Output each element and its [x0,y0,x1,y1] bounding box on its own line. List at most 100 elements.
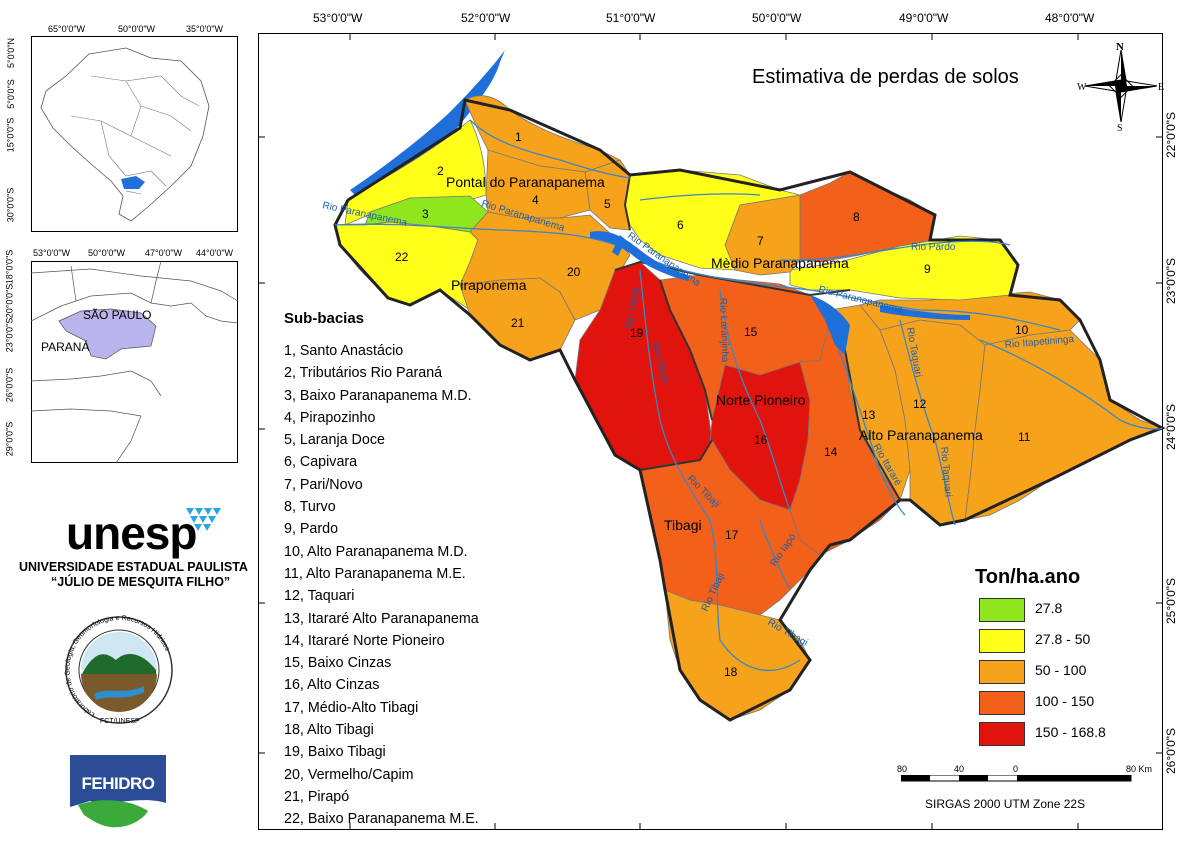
region-coord-44w: 44°0'0"W [196,248,234,258]
num-7: 7 [757,234,764,248]
legend-label: 150 - 168.8 [1035,724,1106,740]
num-17: 17 [725,528,739,542]
fehidro-mark [70,755,166,828]
subbacia-item: 7, Pari/Novo [284,476,363,493]
region-coord-18s: 18°0'0"S [4,249,15,285]
inset-region-frame [31,261,238,463]
num-1: 1 [515,130,522,144]
legend-label: 50 - 100 [1035,662,1087,678]
river-label-taquari-2: Rio Taquari [938,446,953,497]
compass-s: S [1117,123,1123,132]
legend-swatch [979,660,1025,684]
subbacia-item: 15, Baixo Cinzas [284,655,392,672]
legend-label: 27.8 - 50 [1035,631,1091,647]
scale-tick-0: 0 [1013,764,1019,774]
inset-brazil-frame [31,36,238,232]
num-10: 10 [1015,323,1029,337]
subbacia-item: 19, Baixo Tibagi [284,744,386,761]
paranapanema-reservoirs [590,231,970,355]
region-map: SÃO PAULO PARANÁ [31,261,238,463]
subbacia-item: 16, Alto Cinzas [284,677,380,694]
legend-label: 100 - 150 [1035,693,1095,709]
brazil-coord-65w: 65°0'0"W [48,24,86,34]
scale-tick-80-right: 80 Km [1126,764,1153,774]
num-19: 19 [630,326,644,340]
brazil-coord-15s: 15°0'0"S [5,117,16,153]
region-pontal: Pontal do Paranapanema [446,174,605,190]
scale-bar-graphic [901,775,1132,782]
region-coord-47w: 47°0'0"W [145,248,183,258]
num-5: 5 [604,197,611,211]
brazil-coord-5s: 5°0'0"S [5,79,16,109]
parana-reservoir [350,50,505,200]
region-tibagi: Tibagi [664,517,702,533]
subbacia-item: 21, Pirapó [284,788,350,805]
basin-outline [333,98,1166,722]
legend-swatch [979,691,1025,715]
region-coord-29s: 29°0'0"S [4,421,15,457]
coord-48w: 48°0'0"W [1045,11,1095,25]
compass-w: W [1077,82,1087,93]
parana-state-highlight [121,176,145,189]
coord-52w: 52°0'0"W [461,11,511,25]
scale-tick-40: 40 [954,764,965,774]
legend-swatch [979,598,1025,622]
subbacia-item: 11, Alto Paranapanema M.E. [284,565,466,582]
region-coord-53w: 53°0'0"W [33,248,71,258]
unesp-wordmark: unesp [66,507,197,559]
legend-title: Ton/ha.ano [975,566,1081,588]
label-sao-paulo: SÃO PAULO [83,308,151,322]
subbacia-item: 10, Alto Paranapanema M.D. [284,543,468,560]
compass-n: N [1116,41,1124,53]
river-network [334,119,1163,672]
subbacias-title: Sub-bacias [284,310,365,327]
unesp-university: UNIVERSIDADE ESTADUAL PAULISTA [19,560,248,574]
region-norte-pioneiro: Norte Pioneiro [716,392,806,408]
compass-rose: N S E W [1077,41,1164,132]
num-6: 6 [677,218,684,232]
region-alto: Alto Paranapanema [859,427,983,443]
subbacia-item: 6, Capivara [284,454,358,471]
legend-swatch [979,629,1025,653]
label-parana: PARANÁ [41,339,89,354]
num-14: 14 [824,445,838,459]
subbacia-item: 22, Baixo Paranapanema M.E. [284,811,479,828]
subbasin-numbers: 1 2 3 4 5 6 7 8 9 10 11 12 13 14 15 16 1… [395,130,1031,679]
subbacia-item: 12, Taquari [284,588,355,605]
coord-53w: 53°0'0"W [313,11,363,25]
brazil-coord-5n: 5°0'0"N [6,37,17,69]
subbacia-item: 2, Tributários Rio Paraná [284,365,443,382]
num-20: 20 [567,265,581,279]
brazil-coord-30s: 30°0'0"S [5,187,16,223]
region-coord-20s: 20°0'0"S [4,283,15,319]
fehidro-text: FEHIDRO [81,774,156,793]
subbacias-list: 1, Santo Anastácio 2, Tributários Rio Par… [284,340,479,831]
unesp-subtitle: “JÚLIO DE MESQUITA FILHO” [51,575,231,589]
region-coord-26s: 26°0'0"S [4,367,15,403]
num-15: 15 [744,325,758,339]
map-title: Estimativa de perdas de solos [752,66,1019,88]
unesp-triangles-icon [186,508,221,531]
lab-logo: Laboratório de Geologia, Geomorfologia e… [64,615,173,725]
legend-swatch [979,722,1025,746]
region-piraponema: Piraponema [451,277,527,293]
num-2: 2 [437,164,444,178]
compass-e: E [1158,82,1164,93]
lab-bottom-text: FCT/UNESP [100,718,140,725]
subbasin-18 [664,589,811,721]
scale-projection: SIRGAS 2000 UTM Zone 22S [925,797,1086,811]
subbacia-item: 13, Itararé Alto Paranapanema [284,610,479,627]
num-11: 11 [1018,430,1031,444]
paranapanema-basin-highlight [58,308,157,360]
region-coord-50w: 50°0'0"W [88,248,126,258]
num-12: 12 [913,397,927,411]
region-medio: Mèdio Paranapanema [711,255,849,271]
num-18: 18 [724,665,738,679]
scale-tick-80-left: 80 [897,764,908,774]
coord-49w: 49°0'0"W [899,11,949,25]
subbacia-item: 4, Pirapozinho [284,409,376,426]
num-21: 21 [511,316,525,330]
region-coord-23s: 23°0'0"S [4,317,15,353]
subbacia-item: 20, Vermelho/Capim [284,766,414,783]
subbacia-item: 18, Alto Tibagi [284,722,374,739]
